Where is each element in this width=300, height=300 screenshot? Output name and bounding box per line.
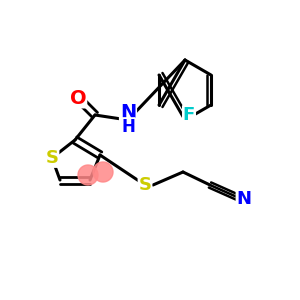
Circle shape — [78, 165, 98, 185]
Text: N: N — [120, 103, 136, 122]
Text: F: F — [183, 106, 195, 124]
Text: O: O — [70, 88, 86, 107]
Text: S: S — [46, 149, 59, 167]
Text: H: H — [121, 118, 135, 136]
Circle shape — [93, 162, 113, 182]
Text: N: N — [236, 190, 251, 208]
Text: S: S — [139, 176, 152, 194]
